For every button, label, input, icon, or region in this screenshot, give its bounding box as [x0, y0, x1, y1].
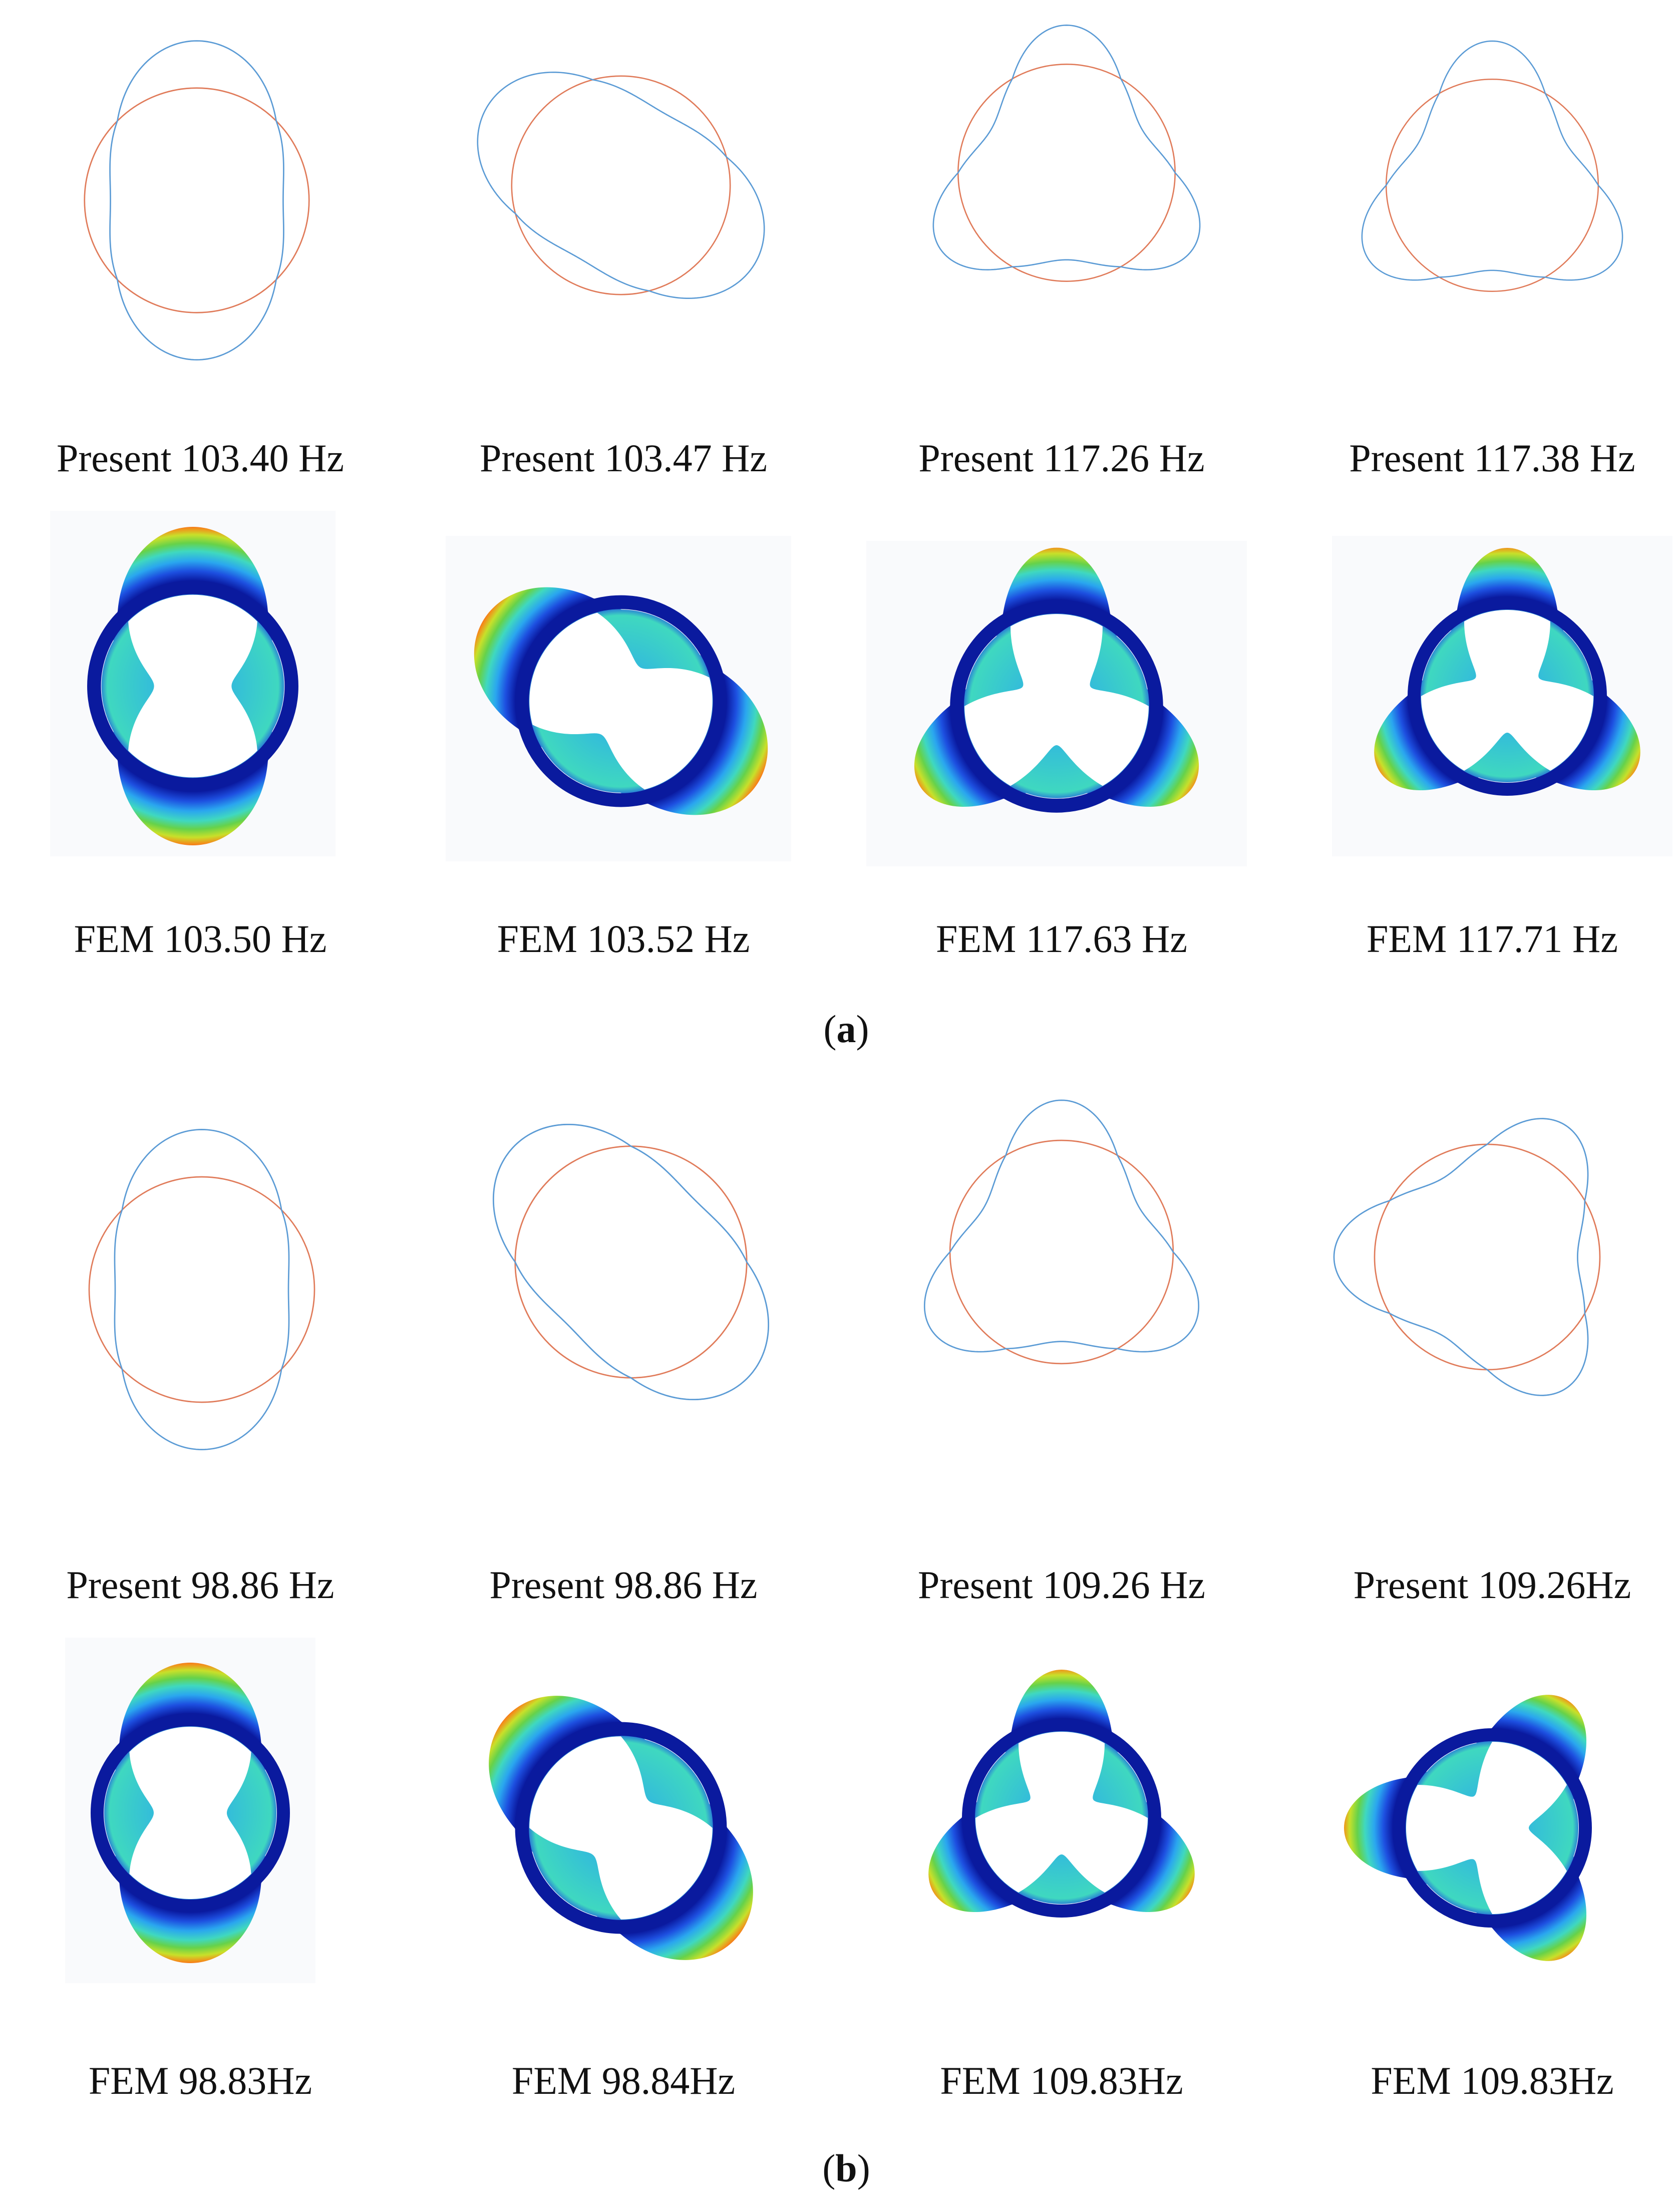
fem-plot-b-3: [928, 1670, 1195, 1918]
fem-caption-a-2: FEM 103.52 Hz: [497, 917, 750, 961]
fem-ring: [515, 1722, 727, 1934]
fem-caption-a-4: FEM 117.71 Hz: [1367, 917, 1618, 961]
fem-ring: [515, 595, 727, 807]
fem-interior: [129, 1727, 251, 1899]
present-caption-b-4: Present 109.26Hz: [1353, 1563, 1631, 1607]
deformed-mode-shape: [492, 1123, 770, 1401]
fem-caption-a-1: FEM 103.50 Hz: [74, 917, 327, 961]
fem-caption-b-2: FEM 98.84Hz: [511, 2059, 736, 2102]
fem-interior: [1421, 610, 1593, 771]
present-caption-b-1: Present 98.86 Hz: [66, 1563, 334, 1607]
fem-caption-b-3: FEM 109.83Hz: [940, 2059, 1183, 2102]
fem-ring: [1393, 1728, 1592, 1928]
fem-interior: [529, 612, 713, 790]
present-caption-a-4: Present 117.38 Hz: [1349, 436, 1635, 480]
mode-shape-plot-b-1: [88, 1129, 315, 1450]
fem-caption-b-1: FEM 98.83Hz: [88, 2059, 312, 2102]
deformed-mode-shape: [923, 1099, 1200, 1353]
fem-interior: [128, 594, 257, 778]
deformed-mode-shape: [1361, 40, 1623, 281]
present-caption-b-2: Present 98.86 Hz: [489, 1563, 758, 1607]
reference-circle: [1385, 78, 1599, 292]
fem-plot-b-2: [489, 1696, 753, 1960]
fem-interior: [964, 614, 1149, 786]
reference-circle: [949, 1139, 1174, 1365]
present-caption-b-3: Present 109.26 Hz: [917, 1563, 1206, 1607]
mode-shape-plot-a-3: [932, 25, 1201, 282]
fem-plot-b-1: [91, 1663, 290, 1963]
deformed-mode-shape: [1333, 1118, 1589, 1396]
fem-plot-a-4: [1374, 548, 1640, 796]
fem-plot-a-1: [87, 527, 298, 845]
fem-plot-a-3: [914, 547, 1199, 813]
reference-circle: [957, 64, 1176, 282]
present-caption-a-3: Present 117.26 Hz: [918, 436, 1205, 480]
part-label-a: (a): [823, 1007, 869, 1051]
reference-circle: [88, 1176, 315, 1403]
mode-shape-plot-b-2: [492, 1123, 770, 1401]
part-label-b: (b): [822, 2146, 870, 2190]
present-caption-a-1: Present 103.40 Hz: [56, 436, 345, 480]
fem-interior: [529, 1736, 713, 1920]
fem-interior: [1406, 1742, 1567, 1914]
deformed-mode-shape: [932, 25, 1201, 270]
fem-interior: [975, 1732, 1148, 1893]
fem-ring: [91, 1713, 290, 1913]
mode-shape-plot-a-1: [84, 40, 310, 361]
fem-caption-a-3: FEM 117.63 Hz: [936, 917, 1187, 961]
fem-plot-b-4: [1344, 1695, 1592, 1961]
mode-shape-plot-a-2: [477, 71, 765, 299]
fem-ring: [1408, 596, 1607, 796]
mode-shape-plot-b-3: [923, 1099, 1200, 1365]
reference-circle: [84, 87, 310, 313]
reference-circle: [514, 1145, 748, 1379]
fem-ring: [87, 580, 298, 792]
fem-ring: [950, 599, 1163, 813]
reference-circle: [511, 75, 731, 295]
fem-ring: [962, 1718, 1162, 1918]
deformed-mode-shape: [114, 1129, 290, 1450]
mode-shape-plot-a-4: [1361, 40, 1623, 292]
reference-circle: [1374, 1143, 1601, 1371]
deformed-mode-shape: [477, 71, 765, 299]
fem-plot-a-2: [474, 587, 768, 815]
deformed-mode-shape: [109, 40, 284, 361]
fem-caption-b-4: FEM 109.83Hz: [1371, 2059, 1614, 2102]
mode-shape-plot-b-4: [1333, 1118, 1601, 1396]
present-caption-a-2: Present 103.47 Hz: [479, 436, 768, 480]
